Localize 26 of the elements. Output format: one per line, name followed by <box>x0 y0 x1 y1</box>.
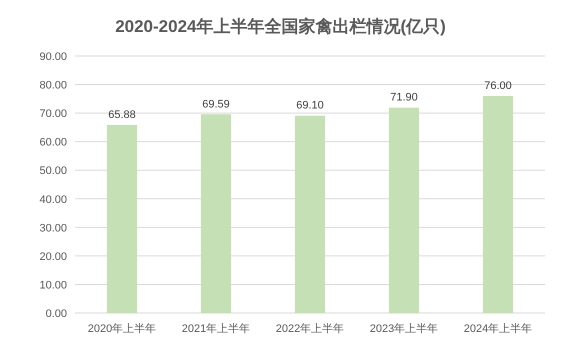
y-tick-label: 40.00 <box>39 194 67 206</box>
y-tick-label: 20.00 <box>39 250 67 263</box>
chart-title: 2020-2024年上半年全国家禽出栏情况(亿只) <box>115 17 446 36</box>
data-label: 76.00 <box>484 80 512 92</box>
bar <box>200 114 232 313</box>
y-tick-label: 60.00 <box>39 136 67 149</box>
x-tick-label: 2020年上半年 <box>88 322 156 335</box>
y-tick-label: 80.00 <box>39 80 67 92</box>
data-label: 69.10 <box>296 100 324 112</box>
bar <box>482 96 514 313</box>
data-label: 65.88 <box>108 108 136 121</box>
x-tick-label: 2022年上半年 <box>276 322 344 335</box>
y-tick-label: 90.00 <box>39 51 67 63</box>
y-tick-label: 0.00 <box>46 308 67 320</box>
x-tick-label: 2023年上半年 <box>370 322 438 335</box>
bar <box>106 124 138 313</box>
data-label: 69.59 <box>202 98 230 110</box>
x-tick-label: 2021年上半年 <box>182 322 250 335</box>
bar <box>294 116 326 313</box>
bar <box>388 108 420 313</box>
y-tick-label: 30.00 <box>39 222 67 234</box>
x-tick-label: 2024年上半年 <box>464 322 532 335</box>
y-tick-label: 50.00 <box>39 165 67 178</box>
data-label: 71.90 <box>390 92 418 104</box>
y-tick-label: 10.00 <box>39 279 67 292</box>
y-tick-label: 70.00 <box>39 108 67 120</box>
